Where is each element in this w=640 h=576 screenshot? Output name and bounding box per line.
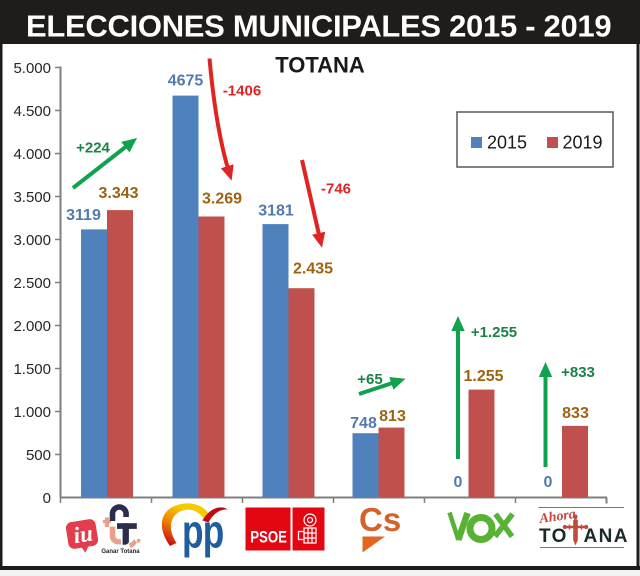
svg-text:Ganar Totana: Ganar Totana (101, 549, 140, 555)
svg-text:5.000: 5.000 (13, 60, 51, 77)
svg-text:500: 500 (26, 447, 51, 464)
svg-text:1.500: 1.500 (13, 361, 51, 378)
svg-text:+833: +833 (561, 364, 595, 381)
svg-text:PSOE: PSOE (250, 528, 287, 547)
svg-text:0: 0 (544, 474, 553, 491)
svg-text:1.000: 1.000 (13, 404, 51, 421)
svg-text:Ahora: Ahora (537, 507, 576, 527)
svg-text:3181: 3181 (258, 203, 294, 220)
svg-text:+224: +224 (76, 140, 110, 157)
svg-text:TO: TO (539, 526, 568, 547)
svg-text:4675: 4675 (168, 73, 204, 90)
svg-text:-1406: -1406 (223, 83, 261, 100)
svg-text:4.500: 4.500 (13, 103, 51, 120)
svg-text:+1.255: +1.255 (471, 324, 517, 341)
svg-text:833: 833 (562, 405, 589, 422)
svg-text:0: 0 (454, 474, 463, 491)
svg-text:2015: 2015 (487, 133, 527, 153)
svg-text:ELECCIONES MUNICIPALES 2015 -: ELECCIONES MUNICIPALES 2015 - 2019 (26, 9, 611, 44)
svg-text:pp: pp (182, 505, 224, 558)
svg-text:TOTANA: TOTANA (275, 53, 365, 78)
svg-text:3.269: 3.269 (202, 191, 242, 208)
svg-text:3119: 3119 (66, 207, 101, 224)
svg-text:748: 748 (350, 415, 377, 432)
svg-text:0: 0 (43, 490, 51, 507)
svg-text:2019: 2019 (563, 133, 603, 153)
svg-text:2.000: 2.000 (13, 318, 51, 335)
svg-text:1.255: 1.255 (463, 368, 503, 385)
svg-text:+65: +65 (357, 371, 382, 388)
svg-text:4.000: 4.000 (13, 146, 51, 163)
svg-text:2.500: 2.500 (13, 275, 51, 292)
svg-text:813: 813 (379, 408, 406, 425)
svg-text:Cs: Cs (359, 501, 401, 538)
svg-text:3.500: 3.500 (13, 189, 51, 206)
svg-text:3.000: 3.000 (13, 232, 51, 249)
svg-text:-746: -746 (321, 181, 351, 198)
svg-text:3.343: 3.343 (98, 185, 138, 202)
svg-text:2.435: 2.435 (293, 261, 333, 278)
svg-text:ANA: ANA (584, 526, 629, 547)
svg-text:iu: iu (72, 520, 95, 548)
